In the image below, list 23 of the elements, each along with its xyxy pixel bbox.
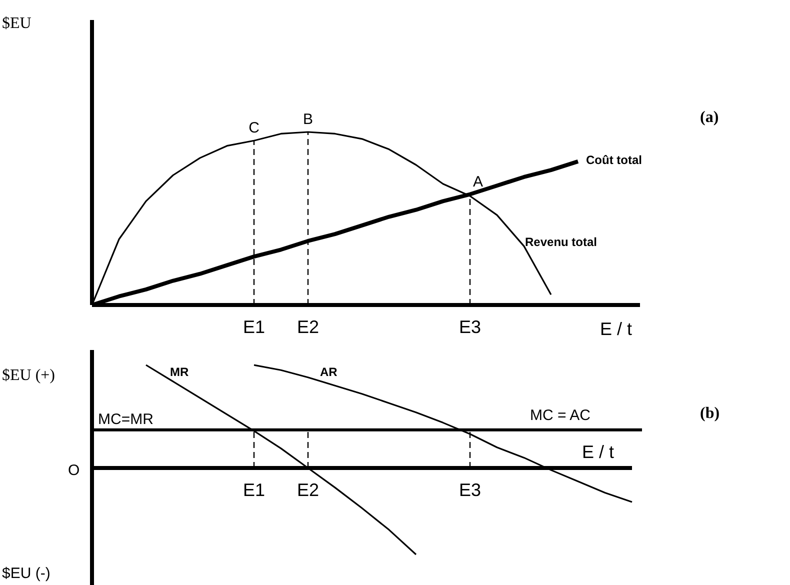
series-label: MR <box>170 365 189 379</box>
ref-line-label: MC=MR <box>98 410 154 428</box>
x-tick-label: E3 <box>458 480 482 500</box>
annotation: A <box>472 173 484 190</box>
y-axis-title: $EU (+) <box>2 367 56 384</box>
x-tick-label: E2 <box>296 480 320 500</box>
x-tick-label: E2 <box>296 317 320 337</box>
x-axis-title: E / t <box>600 319 632 339</box>
series-label: Revenu total <box>525 235 598 249</box>
x-axis-title: E / t <box>582 442 614 462</box>
x-tick-label: E1 <box>242 317 266 337</box>
text: (b) <box>700 405 720 422</box>
series-label: Coût total <box>586 153 642 167</box>
series-label: AR <box>320 365 338 379</box>
x-tick-label: E3 <box>458 317 482 337</box>
x-tick-label: E1 <box>242 480 266 500</box>
annotation: MC = AC <box>530 407 591 424</box>
text: $EU (-) <box>2 565 50 582</box>
annotation: C <box>248 120 260 137</box>
text: O <box>68 462 80 479</box>
annotation: B <box>302 111 314 128</box>
text: (a) <box>700 109 719 126</box>
y-axis-title: $EU <box>2 15 32 32</box>
